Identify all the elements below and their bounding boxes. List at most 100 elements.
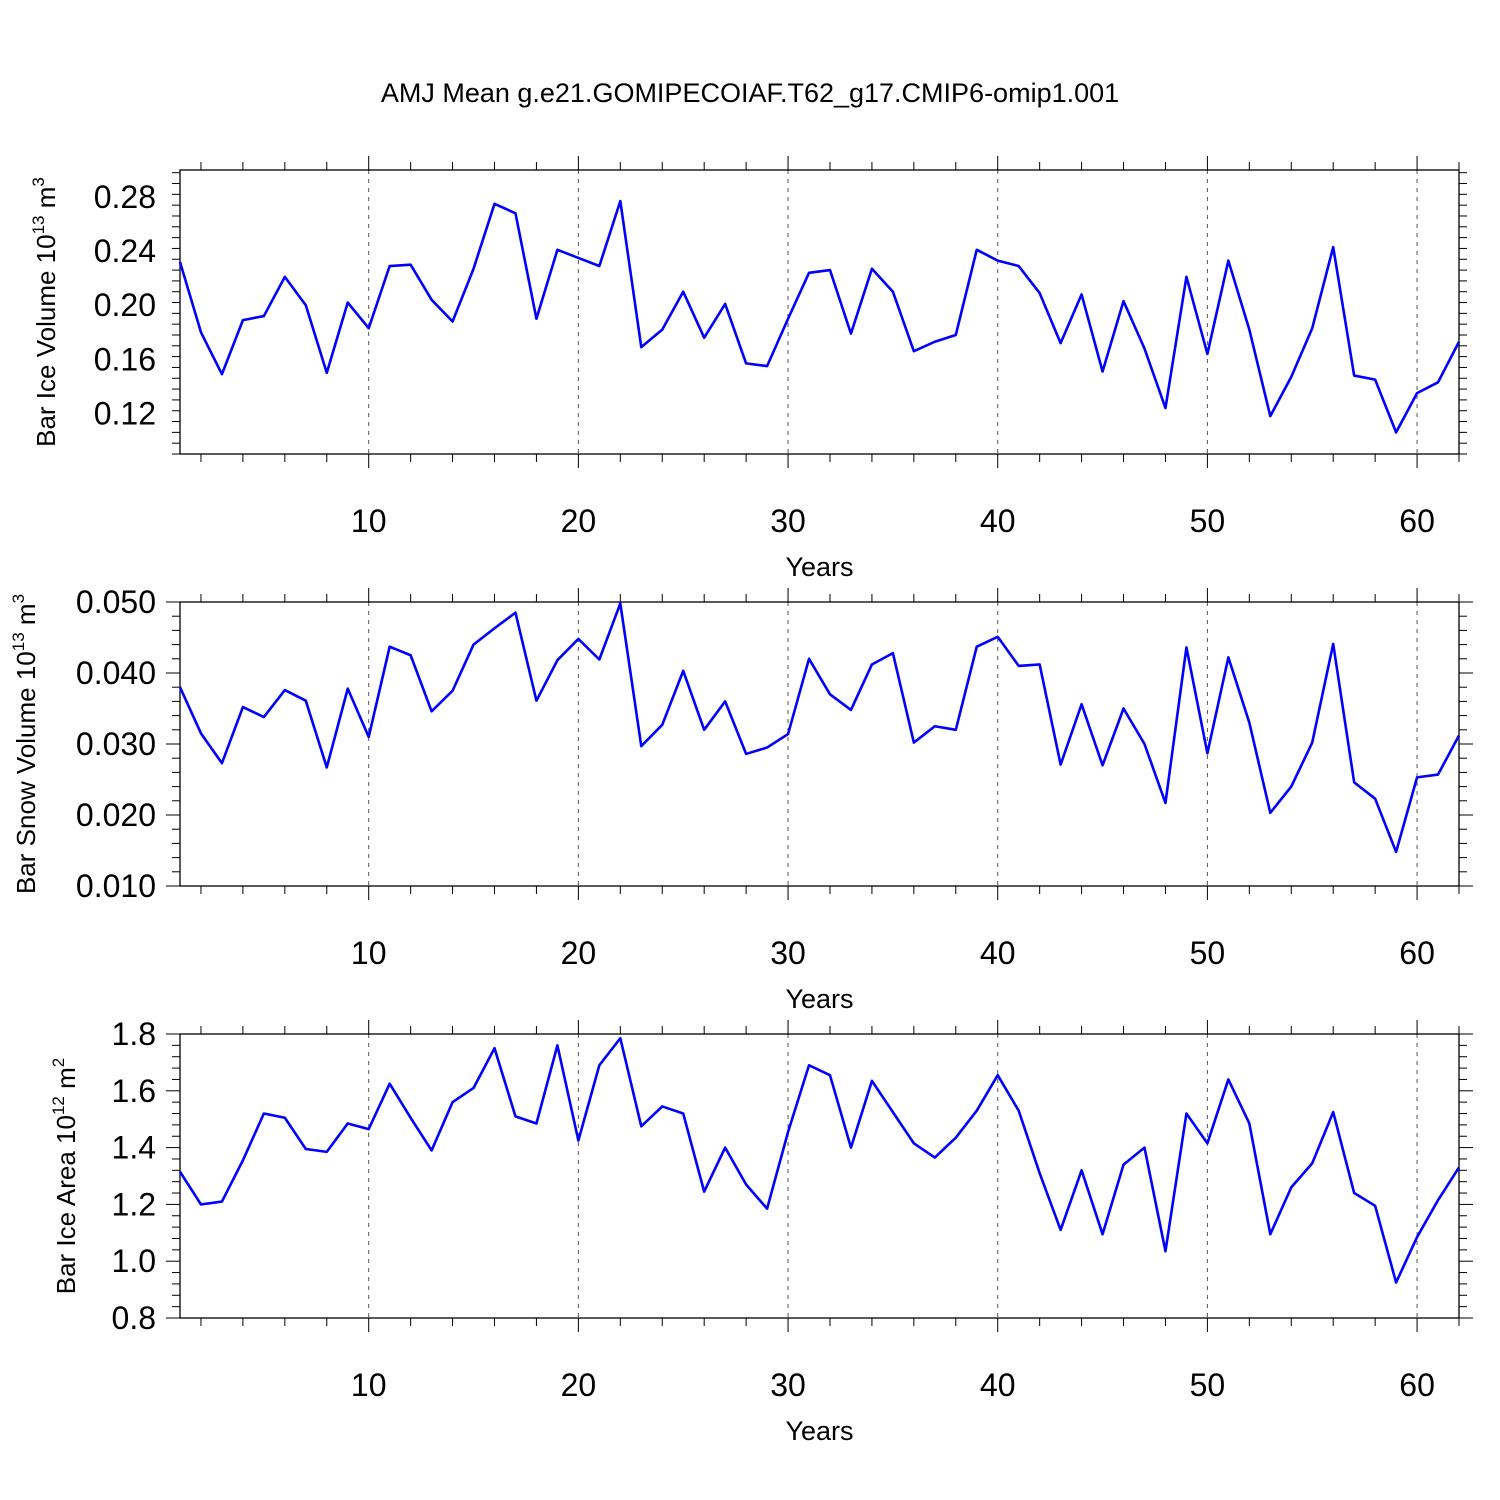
y-tick-label: 0.040	[76, 655, 156, 691]
data-point	[1289, 1185, 1293, 1189]
data-point	[1436, 380, 1440, 384]
y-axis-label-part: m	[31, 187, 61, 216]
data-point	[1205, 352, 1209, 356]
data-point	[262, 715, 266, 719]
data-point	[534, 698, 538, 702]
data-point	[367, 735, 371, 739]
data-point	[555, 1043, 559, 1047]
data-point	[702, 728, 706, 732]
x-axis-label: Years	[785, 1416, 853, 1446]
data-point	[996, 635, 1000, 639]
y-axis-label: Bar Ice Area 1012 m2	[49, 1058, 81, 1295]
y-tick-label: 1.0	[112, 1243, 156, 1279]
data-point	[1142, 742, 1146, 746]
data-point	[744, 752, 748, 756]
y-tick-label: 1.4	[112, 1130, 156, 1166]
y-axis-label-part: Bar Ice Volume 10	[31, 234, 61, 446]
y-axis-label-part: Bar Snow Volume 10	[11, 651, 41, 894]
x-tick-label: 30	[770, 935, 806, 971]
data-point	[1415, 1235, 1419, 1239]
data-point	[325, 765, 329, 769]
data-point	[702, 1189, 706, 1193]
x-tick-label: 60	[1399, 1367, 1435, 1403]
data-point	[408, 653, 412, 657]
data-point	[241, 318, 245, 322]
data-point	[1247, 327, 1251, 331]
data-point	[1142, 346, 1146, 350]
data-point	[744, 1182, 748, 1186]
y-tick-label: 0.28	[94, 179, 156, 215]
data-point	[555, 248, 559, 252]
data-point	[1121, 1162, 1125, 1166]
y-tick-label: 0.020	[76, 797, 156, 833]
y-axis-label-part: m	[11, 603, 41, 632]
data-point	[807, 1063, 811, 1067]
data-point	[786, 1130, 790, 1134]
x-tick-label: 10	[351, 1367, 387, 1403]
data-point	[1058, 341, 1062, 345]
data-point	[1121, 706, 1125, 710]
data-point	[618, 1036, 622, 1040]
data-point	[1163, 801, 1167, 805]
data-point	[1331, 245, 1335, 249]
data-point	[681, 1111, 685, 1115]
data-point	[1310, 1161, 1314, 1165]
data-point	[1016, 1108, 1020, 1112]
data-point	[1373, 1204, 1377, 1208]
data-point	[450, 1100, 454, 1104]
data-point	[429, 1148, 433, 1152]
y-axis-label-superscript: 3	[9, 594, 28, 603]
data-point	[849, 708, 853, 712]
x-tick-label: 50	[1190, 935, 1226, 971]
data-point	[1394, 1280, 1398, 1284]
data-point	[387, 645, 391, 649]
x-tick-label: 50	[1190, 1367, 1226, 1403]
data-point	[1310, 740, 1314, 744]
panel-1: 0.12 0.16 0.20 0.24 0.28 10 20 30 40 50 60 Years Bar…	[29, 156, 1467, 582]
data-point	[178, 260, 182, 264]
data-point	[1226, 258, 1230, 262]
data-point	[1184, 645, 1188, 649]
data-point	[618, 199, 622, 203]
data-point	[471, 267, 475, 271]
data-point	[912, 740, 916, 744]
data-point	[912, 1141, 916, 1145]
data-point	[702, 335, 706, 339]
data-point	[723, 302, 727, 306]
data-point	[346, 300, 350, 304]
y-tick-label: 0.24	[94, 233, 156, 269]
data-point	[262, 314, 266, 318]
data-point	[639, 744, 643, 748]
plot-frame	[179, 169, 1460, 455]
data-point	[534, 1121, 538, 1125]
x-tick-label: 30	[770, 503, 806, 539]
data-point	[325, 1150, 329, 1154]
y-tick-label: 0.050	[76, 584, 156, 620]
data-point	[1373, 796, 1377, 800]
data-point	[1100, 1232, 1104, 1236]
data-point	[220, 372, 224, 376]
data-point	[513, 1114, 517, 1118]
data-point	[597, 657, 601, 661]
y-axis-label-superscript: 13	[9, 632, 28, 651]
data-point	[450, 689, 454, 693]
x-tick-label: 20	[561, 503, 597, 539]
data-point	[933, 724, 937, 728]
data-point	[807, 657, 811, 661]
data-point	[681, 290, 685, 294]
data-point	[954, 1135, 958, 1139]
data-point	[471, 642, 475, 646]
data-point	[660, 327, 664, 331]
data-point	[975, 1108, 979, 1112]
data-point	[1100, 369, 1104, 373]
data-point	[367, 1127, 371, 1131]
y-tick-label: 0.010	[76, 868, 156, 904]
x-tick-label: 10	[351, 935, 387, 971]
data-point	[178, 1170, 182, 1174]
data-point	[408, 1116, 412, 1120]
data-point	[1079, 292, 1083, 296]
data-point	[429, 709, 433, 713]
y-tick-label: 1.8	[112, 1016, 156, 1052]
x-tick-label: 20	[561, 1367, 597, 1403]
data-point	[1268, 1232, 1272, 1236]
